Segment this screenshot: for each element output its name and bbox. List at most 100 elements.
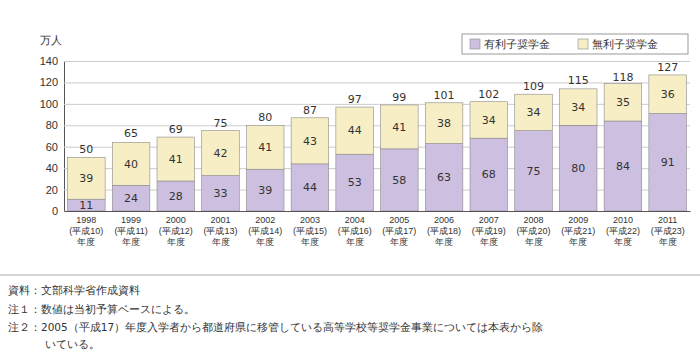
x-tick: 1999(平成11)年度 — [114, 211, 147, 247]
bar-segment — [157, 137, 195, 181]
y-tick-label: 20 — [46, 184, 58, 196]
data-label: 80 — [571, 162, 585, 175]
data-label: 75 — [527, 165, 541, 178]
notes: 資料：文部科学省作成資料注１：数値は当初予算ベースによる。注２：2005（平成1… — [8, 284, 543, 350]
bar-segment — [112, 185, 150, 211]
grid-line — [64, 61, 690, 62]
bar-segment — [68, 157, 106, 199]
data-label: 34 — [571, 101, 585, 114]
x-tick-label: 2011(平成23)年度 — [651, 215, 685, 247]
legend-swatch — [470, 39, 480, 49]
y-tick-label: 40 — [46, 162, 58, 174]
total-label: 115 — [568, 74, 589, 87]
bar-segment — [515, 131, 553, 211]
bar-segment — [202, 176, 240, 211]
data-label: 39 — [79, 172, 93, 185]
legend: 有利子奨学金無利子奨学金 — [462, 34, 688, 54]
data-label: 11 — [79, 199, 93, 212]
x-tick-label: 2008(平成20)年度 — [516, 215, 550, 247]
total-label: 97 — [348, 93, 362, 106]
y-tick: 120 — [40, 76, 690, 88]
x-tick: 2005(平成17)年度 — [382, 211, 416, 247]
data-label: 63 — [437, 171, 451, 184]
data-label: 40 — [124, 158, 138, 171]
legend-frame — [462, 34, 688, 54]
note: 注２：2005（平成17）年度入学者から都道府県に移管している高等学校等奨学金事… — [8, 321, 543, 333]
grid-line — [64, 82, 690, 83]
y-axis-title: 万人 — [40, 34, 62, 47]
x-tick-label: 1999(平成11)年度 — [114, 215, 147, 247]
bar-segment — [381, 105, 419, 149]
bar-segment — [112, 142, 150, 185]
x-axis-line — [65, 211, 691, 212]
bar-segment — [425, 103, 463, 144]
data-label: 35 — [616, 96, 630, 109]
x-tick: 2004(平成16)年度 — [338, 211, 372, 247]
bar-segment — [470, 138, 508, 211]
total-label: 118 — [612, 71, 633, 84]
note: いている。 — [45, 338, 100, 350]
y-tick-label: 80 — [46, 119, 58, 131]
bar-segment — [157, 181, 195, 211]
separator — [0, 275, 700, 276]
x-tick-label: 2004(平成16)年度 — [338, 215, 372, 247]
data-label: 58 — [392, 174, 406, 187]
data-label: 41 — [169, 153, 183, 166]
total-label: 101 — [434, 89, 455, 102]
note: 資料：文部科学省作成資料 — [8, 284, 140, 296]
x-tick: 2010(平成22)年度 — [606, 211, 640, 247]
bar-segment — [425, 144, 463, 212]
data-label: 38 — [437, 117, 451, 130]
y-tick: 140 — [40, 55, 690, 67]
data-label: 42 — [214, 147, 228, 160]
data-label: 43 — [303, 135, 317, 148]
data-label: 68 — [482, 168, 496, 181]
bar-segment — [291, 164, 329, 211]
legend-swatch — [578, 39, 588, 49]
y-tick-label: 60 — [46, 141, 58, 153]
bar-segment — [604, 121, 642, 211]
total-label: 50 — [79, 143, 93, 156]
x-tick-label: 2000(平成12)年度 — [159, 215, 193, 247]
bar-segment — [381, 149, 419, 211]
data-label: 41 — [258, 141, 272, 154]
data-label: 44 — [348, 124, 362, 137]
data-label: 36 — [661, 88, 675, 101]
data-label: 39 — [258, 184, 272, 197]
x-tick: 2008(平成20)年度 — [516, 211, 550, 247]
x-tick-label: 1998(平成10)年度 — [69, 215, 103, 247]
data-label: 33 — [214, 187, 228, 200]
data-label: 84 — [616, 160, 630, 173]
x-tick: 2000(平成12)年度 — [159, 211, 193, 247]
bar-segment — [515, 94, 553, 130]
bar-segment — [649, 75, 687, 114]
total-label: 99 — [392, 91, 406, 104]
data-label: 34 — [482, 114, 496, 127]
bar-segment — [246, 125, 284, 169]
x-tick-label: 2010(平成22)年度 — [606, 215, 640, 247]
x-tick: 2002(平成14)年度 — [248, 211, 282, 247]
x-tick: 2009(平成21)年度 — [561, 211, 595, 247]
x-tick: 2011(平成23)年度 — [651, 211, 685, 247]
data-label: 44 — [303, 181, 317, 194]
bar-segment — [336, 107, 374, 154]
bar-segment — [336, 154, 374, 211]
data-label: 91 — [661, 156, 675, 169]
x-tick: 2007(平成19)年度 — [472, 211, 506, 247]
x-tick-label: 2003(平成15)年度 — [293, 215, 327, 247]
bar-segment — [291, 118, 329, 164]
data-label: 24 — [124, 192, 138, 205]
x-tick-label: 2009(平成21)年度 — [561, 215, 595, 247]
x-tick-label: 2005(平成17)年度 — [382, 215, 416, 247]
bar-segment — [604, 84, 642, 122]
bar-segment — [68, 199, 106, 211]
y-axis-line — [64, 62, 65, 212]
total-label: 127 — [657, 61, 678, 74]
data-label: 41 — [392, 121, 406, 134]
bar-segment — [649, 114, 687, 212]
total-label: 69 — [169, 123, 183, 136]
x-tick: 2006(平成18)年度 — [427, 211, 461, 247]
y-axis: 020406080100120140 — [40, 55, 690, 217]
total-label: 75 — [214, 117, 228, 130]
bar-segment — [559, 89, 597, 125]
